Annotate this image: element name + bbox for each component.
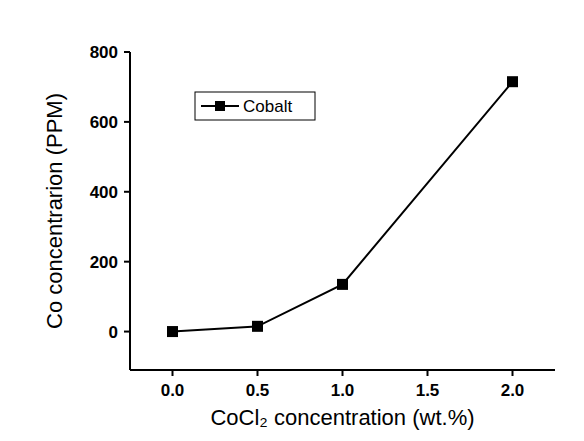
y-tick-label: 200 (90, 253, 118, 272)
legend-box (195, 92, 315, 120)
x-tick (427, 370, 429, 376)
x-tick-label: 2.0 (501, 381, 525, 400)
y-tick (124, 121, 130, 123)
marker (337, 279, 348, 290)
y-axis (129, 52, 131, 370)
y-tick-label: 400 (90, 183, 118, 202)
x-tick (257, 370, 259, 376)
x-tick (172, 370, 174, 376)
x-tick-label: 1.5 (416, 381, 440, 400)
legend-marker (215, 101, 225, 111)
y-tick (124, 261, 130, 263)
legend-label: Cobalt (243, 97, 292, 116)
plot-area (167, 76, 518, 337)
y-axis-label: Co concentrarion (PPM) (42, 93, 67, 329)
marker (252, 321, 263, 332)
y-tick (124, 331, 130, 333)
y-tick-label: 0 (109, 323, 118, 342)
x-tick (512, 370, 514, 376)
marker (507, 76, 518, 87)
x-tick-label: 1.0 (331, 381, 355, 400)
x-tick-label: 0.5 (246, 381, 270, 400)
y-tick (124, 191, 130, 193)
x-tick-label: 0.0 (161, 381, 185, 400)
series-line (173, 82, 513, 332)
marker (167, 326, 178, 337)
chart: 0 200 400 600 800 0.0 0.5 1.0 1.5 2.0 Co concentra… (0, 0, 584, 441)
x-axis-label: CoCl₂ concentration (wt.%) (210, 405, 474, 430)
y-tick-label: 800 (90, 43, 118, 62)
y-tick (124, 51, 130, 53)
x-tick (342, 370, 344, 376)
y-tick-label: 600 (90, 113, 118, 132)
